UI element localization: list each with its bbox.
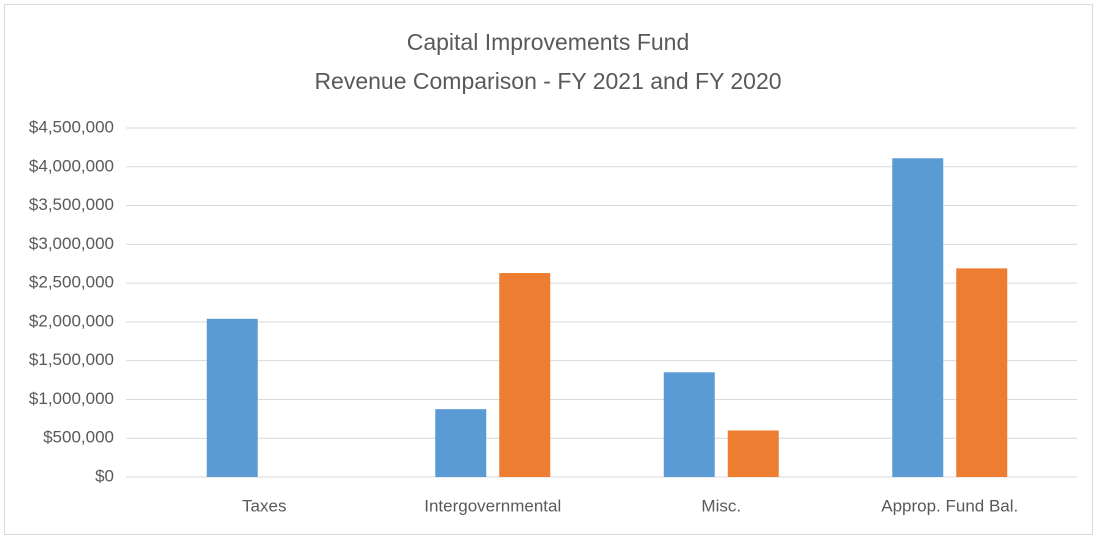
y-tick-label: $3,000,000 xyxy=(29,234,114,253)
bar xyxy=(499,273,551,477)
x-tick-label: Intergovernmental xyxy=(424,496,561,515)
bar xyxy=(727,430,779,477)
y-tick-label: $4,500,000 xyxy=(29,117,114,136)
chart-subtitle: Revenue Comparison - FY 2021 and FY 2020 xyxy=(314,68,781,94)
bar xyxy=(435,409,487,477)
y-tick-label: $1,000,000 xyxy=(29,389,114,408)
y-tick-label: $1,500,000 xyxy=(29,350,114,369)
y-tick-label: $4,000,000 xyxy=(29,156,114,175)
y-tick-label: $2,500,000 xyxy=(29,273,114,292)
y-tick-label: $3,500,000 xyxy=(29,195,114,214)
y-tick-label: $0 xyxy=(95,466,114,485)
chart-title: Capital Improvements Fund xyxy=(407,29,690,55)
y-tick-label: $500,000 xyxy=(43,428,114,447)
bar xyxy=(892,158,944,477)
x-tick-label: Misc. xyxy=(701,496,741,515)
y-tick-label: $2,000,000 xyxy=(29,311,114,330)
bar xyxy=(663,372,715,477)
bar xyxy=(206,318,258,477)
bar xyxy=(956,268,1008,477)
x-tick-label: Taxes xyxy=(242,496,286,515)
x-tick-label: Approp. Fund Bal. xyxy=(881,496,1018,515)
